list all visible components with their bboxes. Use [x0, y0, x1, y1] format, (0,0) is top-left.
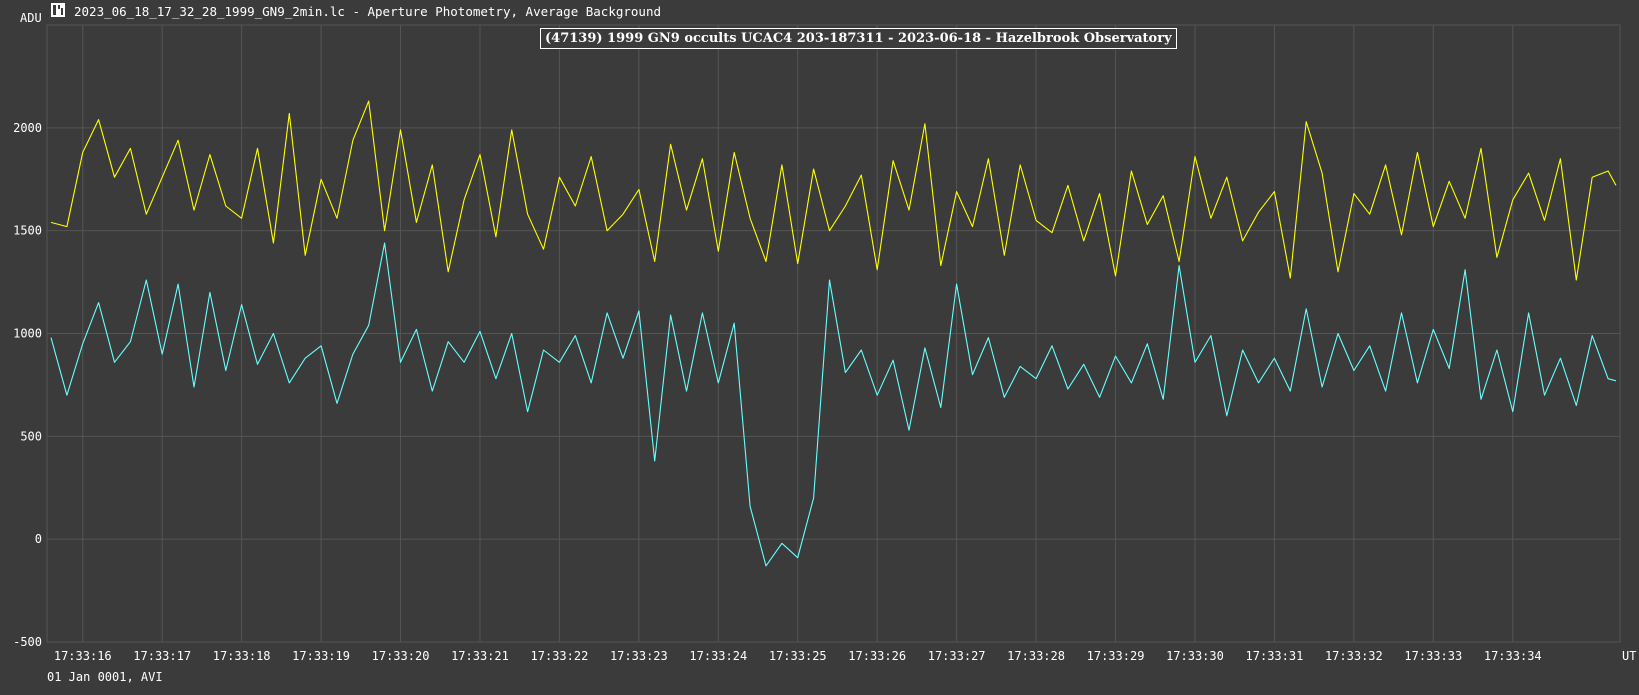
y-tick-label: 1000	[13, 327, 42, 341]
x-tick-label: 17:33:16	[54, 649, 112, 663]
x-tick-label: 17:33:24	[689, 649, 747, 663]
y-tick-label: 500	[20, 429, 42, 443]
x-tick-label: 17:33:20	[372, 649, 430, 663]
x-tick-label: 17:33:33	[1404, 649, 1462, 663]
x-tick-label: 17:33:18	[213, 649, 271, 663]
comparison-star-series-line	[50, 100, 1617, 281]
y-axis-unit-label: ADU	[20, 11, 42, 25]
x-tick-label: 17:33:30	[1166, 649, 1224, 663]
x-tick-label: 17:33:29	[1087, 649, 1145, 663]
y-tick-label: -500	[13, 635, 42, 649]
x-axis-unit-label: UT	[1622, 649, 1636, 663]
chart-title: (47139) 1999 GN9 occults UCAC4 203-18731…	[540, 28, 1177, 49]
y-tick-label: 0	[35, 532, 42, 546]
x-tick-label: 17:33:31	[1246, 649, 1304, 663]
x-tick-label: 17:33:34	[1484, 649, 1542, 663]
x-tick-label: 17:33:19	[292, 649, 350, 663]
x-tick-label: 17:33:27	[928, 649, 986, 663]
x-tick-label: 17:33:17	[133, 649, 191, 663]
lightcurve-app-icon	[51, 3, 65, 17]
x-tick-label: 17:33:23	[610, 649, 668, 663]
header-bar: ADU 2023_06_18_17_32_28_1999_GN9_2min.lc…	[0, 0, 1639, 25]
x-tick-label: 17:33:25	[769, 649, 827, 663]
x-tick-label: 17:33:32	[1325, 649, 1383, 663]
x-tick-label: 17:33:28	[1007, 649, 1065, 663]
y-tick-label: 1500	[13, 224, 42, 238]
target-star-series-line	[50, 242, 1617, 567]
y-tick-label: 2000	[13, 121, 42, 135]
x-tick-label: 17:33:21	[451, 649, 509, 663]
date-info: 01 Jan 0001, AVI	[47, 670, 163, 684]
file-title: 2023_06_18_17_32_28_1999_GN9_2min.lc - A…	[74, 4, 661, 19]
x-tick-label: 17:33:22	[531, 649, 589, 663]
x-tick-label: 17:33:26	[848, 649, 906, 663]
